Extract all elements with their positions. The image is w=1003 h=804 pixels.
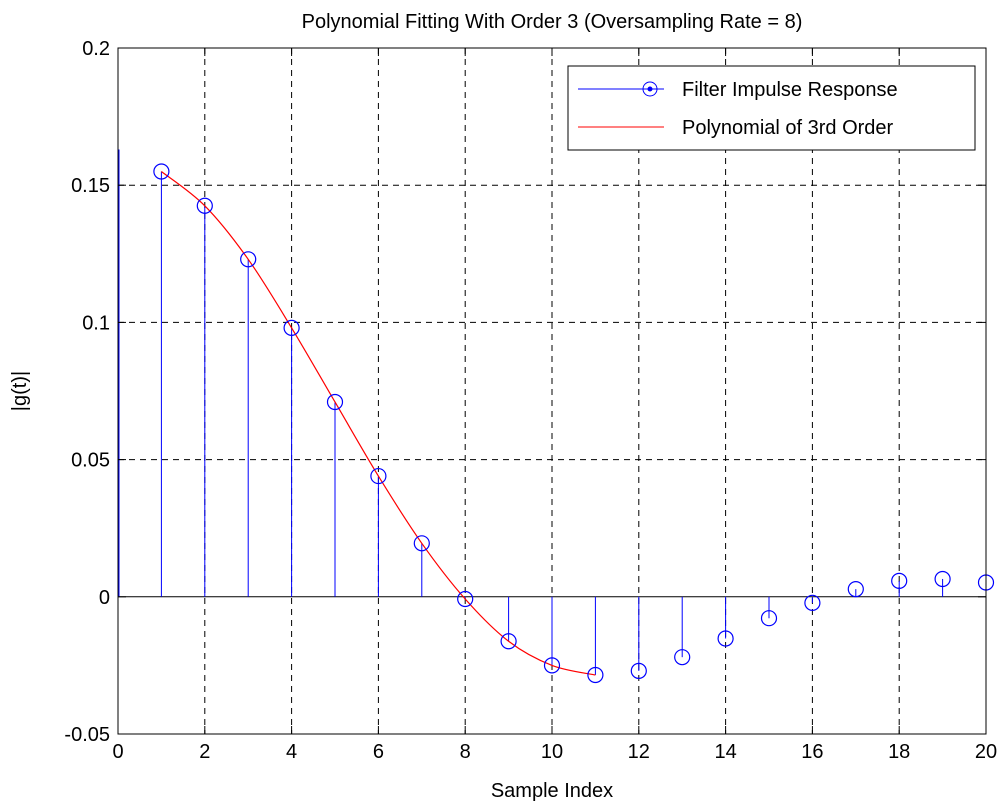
x-tick-label: 14 bbox=[714, 741, 736, 763]
legend-stem-marker bbox=[642, 81, 658, 97]
y-tick-label: 0.2 bbox=[82, 38, 110, 60]
y-tick-label: 0 bbox=[99, 587, 110, 609]
impulse-marker bbox=[587, 666, 604, 684]
impulse-marker bbox=[326, 393, 344, 411]
impulse-marker bbox=[934, 570, 951, 588]
polynomial-curve bbox=[161, 171, 596, 676]
impulse-marker bbox=[891, 572, 908, 589]
x-tick-label: 2 bbox=[199, 741, 210, 763]
y-tick-label: 0.1 bbox=[82, 312, 110, 334]
x-tick-label: 0 bbox=[112, 741, 123, 763]
impulse-marker bbox=[240, 251, 257, 268]
impulse-markers bbox=[153, 163, 995, 684]
chart-title: Polynomial Fitting With Order 3 (Oversam… bbox=[302, 11, 803, 33]
impulse-marker bbox=[847, 581, 864, 598]
impulse-stems bbox=[118, 149, 987, 676]
impulse-marker bbox=[283, 319, 300, 336]
impulse-marker bbox=[630, 662, 647, 679]
x-tick-label: 8 bbox=[460, 741, 471, 763]
polynomial-layer bbox=[161, 171, 596, 676]
legend: Filter Impulse Response Polynomial of 3r… bbox=[567, 65, 976, 151]
y-tick-label: 0.05 bbox=[71, 450, 110, 472]
legend-label-polynomial: Polynomial of 3rd Order bbox=[682, 117, 894, 139]
legend-stem-marker-dot bbox=[647, 86, 653, 92]
legend-label-impulse: Filter Impulse Response bbox=[682, 79, 898, 101]
impulse-marker bbox=[760, 610, 778, 627]
impulse-marker bbox=[153, 163, 170, 180]
y-tick-label: 0.15 bbox=[71, 175, 110, 197]
x-tick-label: 4 bbox=[286, 741, 297, 763]
x-tick-label: 20 bbox=[975, 741, 997, 763]
x-tick-label: 12 bbox=[628, 741, 650, 763]
impulse-marker bbox=[413, 535, 430, 552]
impulse-marker bbox=[543, 657, 561, 674]
impulse-marker bbox=[717, 630, 734, 647]
impulse-marker bbox=[457, 590, 474, 608]
y-axis-label: |g(t)| bbox=[9, 371, 31, 411]
impulse-marker bbox=[804, 594, 821, 611]
x-axis-label: Sample Index bbox=[491, 780, 613, 802]
impulse-marker bbox=[674, 649, 691, 666]
x-tick-label: 10 bbox=[541, 741, 563, 763]
x-tick-label: 18 bbox=[888, 741, 910, 763]
impulse-marker bbox=[500, 633, 517, 650]
x-tick-label: 16 bbox=[801, 741, 823, 763]
y-tick-label: -0.05 bbox=[64, 724, 110, 746]
x-tick-label: 6 bbox=[373, 741, 384, 763]
legend-box bbox=[567, 65, 976, 151]
grid-lines bbox=[118, 48, 986, 734]
impulse-marker bbox=[370, 467, 387, 485]
impulse-marker bbox=[196, 197, 213, 214]
